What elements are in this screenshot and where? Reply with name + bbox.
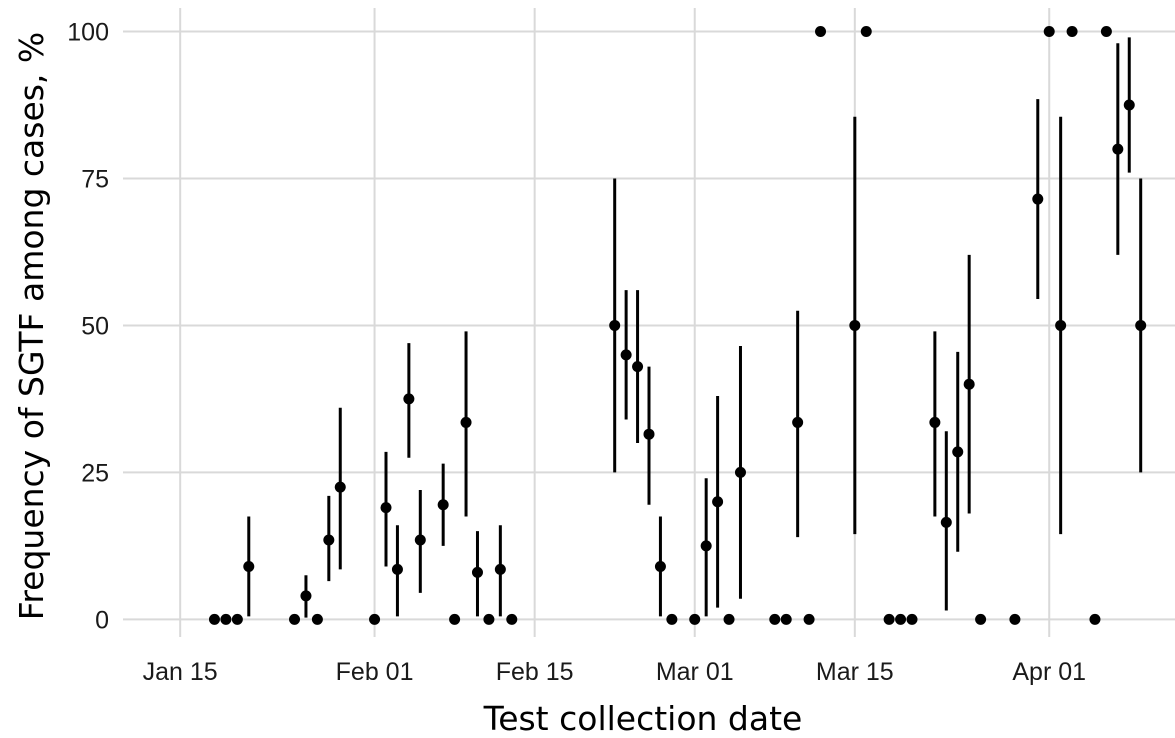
data-point xyxy=(929,416,941,428)
data-point xyxy=(1055,319,1067,331)
data-point xyxy=(391,563,403,575)
data-point xyxy=(620,349,632,361)
data-point xyxy=(1112,143,1124,155)
x-tick-label: Jan 15 xyxy=(143,658,218,686)
data-point xyxy=(1123,99,1135,111)
grid-lines xyxy=(123,8,1175,637)
x-tick-label: Mar 01 xyxy=(656,658,734,686)
y-tick-label: 100 xyxy=(67,19,109,47)
data-point xyxy=(734,466,746,478)
y-axis-title: Frequency of SGTF among cases, % xyxy=(12,32,51,621)
x-axis-title: Test collection date xyxy=(483,699,803,738)
data-point xyxy=(952,446,964,458)
data-point xyxy=(220,613,232,625)
data-points xyxy=(208,26,1147,625)
y-tick-label: 75 xyxy=(81,165,109,193)
data-point xyxy=(414,534,426,546)
data-point xyxy=(1066,26,1078,38)
data-point xyxy=(975,613,987,625)
x-axis-ticks: Jan 15 Feb 01 Feb 15 Mar 01 Mar 15 Apr 01 xyxy=(143,658,1086,686)
data-point xyxy=(895,613,907,625)
data-point xyxy=(483,613,495,625)
data-point xyxy=(494,563,506,575)
data-point xyxy=(289,613,301,625)
data-point xyxy=(300,590,312,602)
y-tick-label: 50 xyxy=(81,312,109,340)
data-point xyxy=(1043,26,1055,38)
data-point xyxy=(1089,613,1101,625)
data-point xyxy=(906,613,918,625)
data-point xyxy=(231,613,243,625)
data-point xyxy=(849,319,861,331)
data-point xyxy=(311,613,323,625)
data-point xyxy=(1135,319,1147,331)
data-point xyxy=(632,361,644,373)
x-tick-label: Mar 15 xyxy=(816,658,894,686)
data-point xyxy=(723,613,735,625)
data-point xyxy=(334,481,346,493)
data-point xyxy=(437,499,449,511)
y-axis-ticks: 0 25 50 75 100 xyxy=(67,19,109,635)
data-point xyxy=(654,560,666,572)
x-tick-label: Feb 01 xyxy=(336,658,414,686)
data-point xyxy=(666,613,678,625)
data-point xyxy=(860,26,872,38)
x-tick-label: Apr 01 xyxy=(1012,658,1086,686)
y-tick-label: 25 xyxy=(81,459,109,487)
data-point xyxy=(1009,613,1021,625)
data-point xyxy=(369,613,381,625)
data-point xyxy=(712,496,724,508)
data-point xyxy=(883,613,895,625)
data-point xyxy=(700,540,712,552)
data-point xyxy=(208,613,220,625)
data-point xyxy=(1100,26,1112,38)
data-point xyxy=(403,393,415,405)
data-point xyxy=(323,534,335,546)
data-point xyxy=(940,516,952,528)
data-point xyxy=(769,613,781,625)
data-point xyxy=(963,378,975,390)
data-point xyxy=(815,26,827,38)
data-point xyxy=(1032,193,1044,205)
data-point xyxy=(460,416,472,428)
data-point xyxy=(471,566,483,578)
data-point xyxy=(792,416,804,428)
x-tick-label: Feb 15 xyxy=(496,658,574,686)
data-point xyxy=(643,428,655,440)
data-point xyxy=(449,613,461,625)
data-point xyxy=(689,613,701,625)
y-tick-label: 0 xyxy=(95,606,109,634)
data-point xyxy=(380,502,392,514)
data-point xyxy=(780,613,792,625)
data-point xyxy=(506,613,518,625)
data-point xyxy=(243,560,255,572)
data-point xyxy=(609,319,621,331)
data-point xyxy=(803,613,815,625)
